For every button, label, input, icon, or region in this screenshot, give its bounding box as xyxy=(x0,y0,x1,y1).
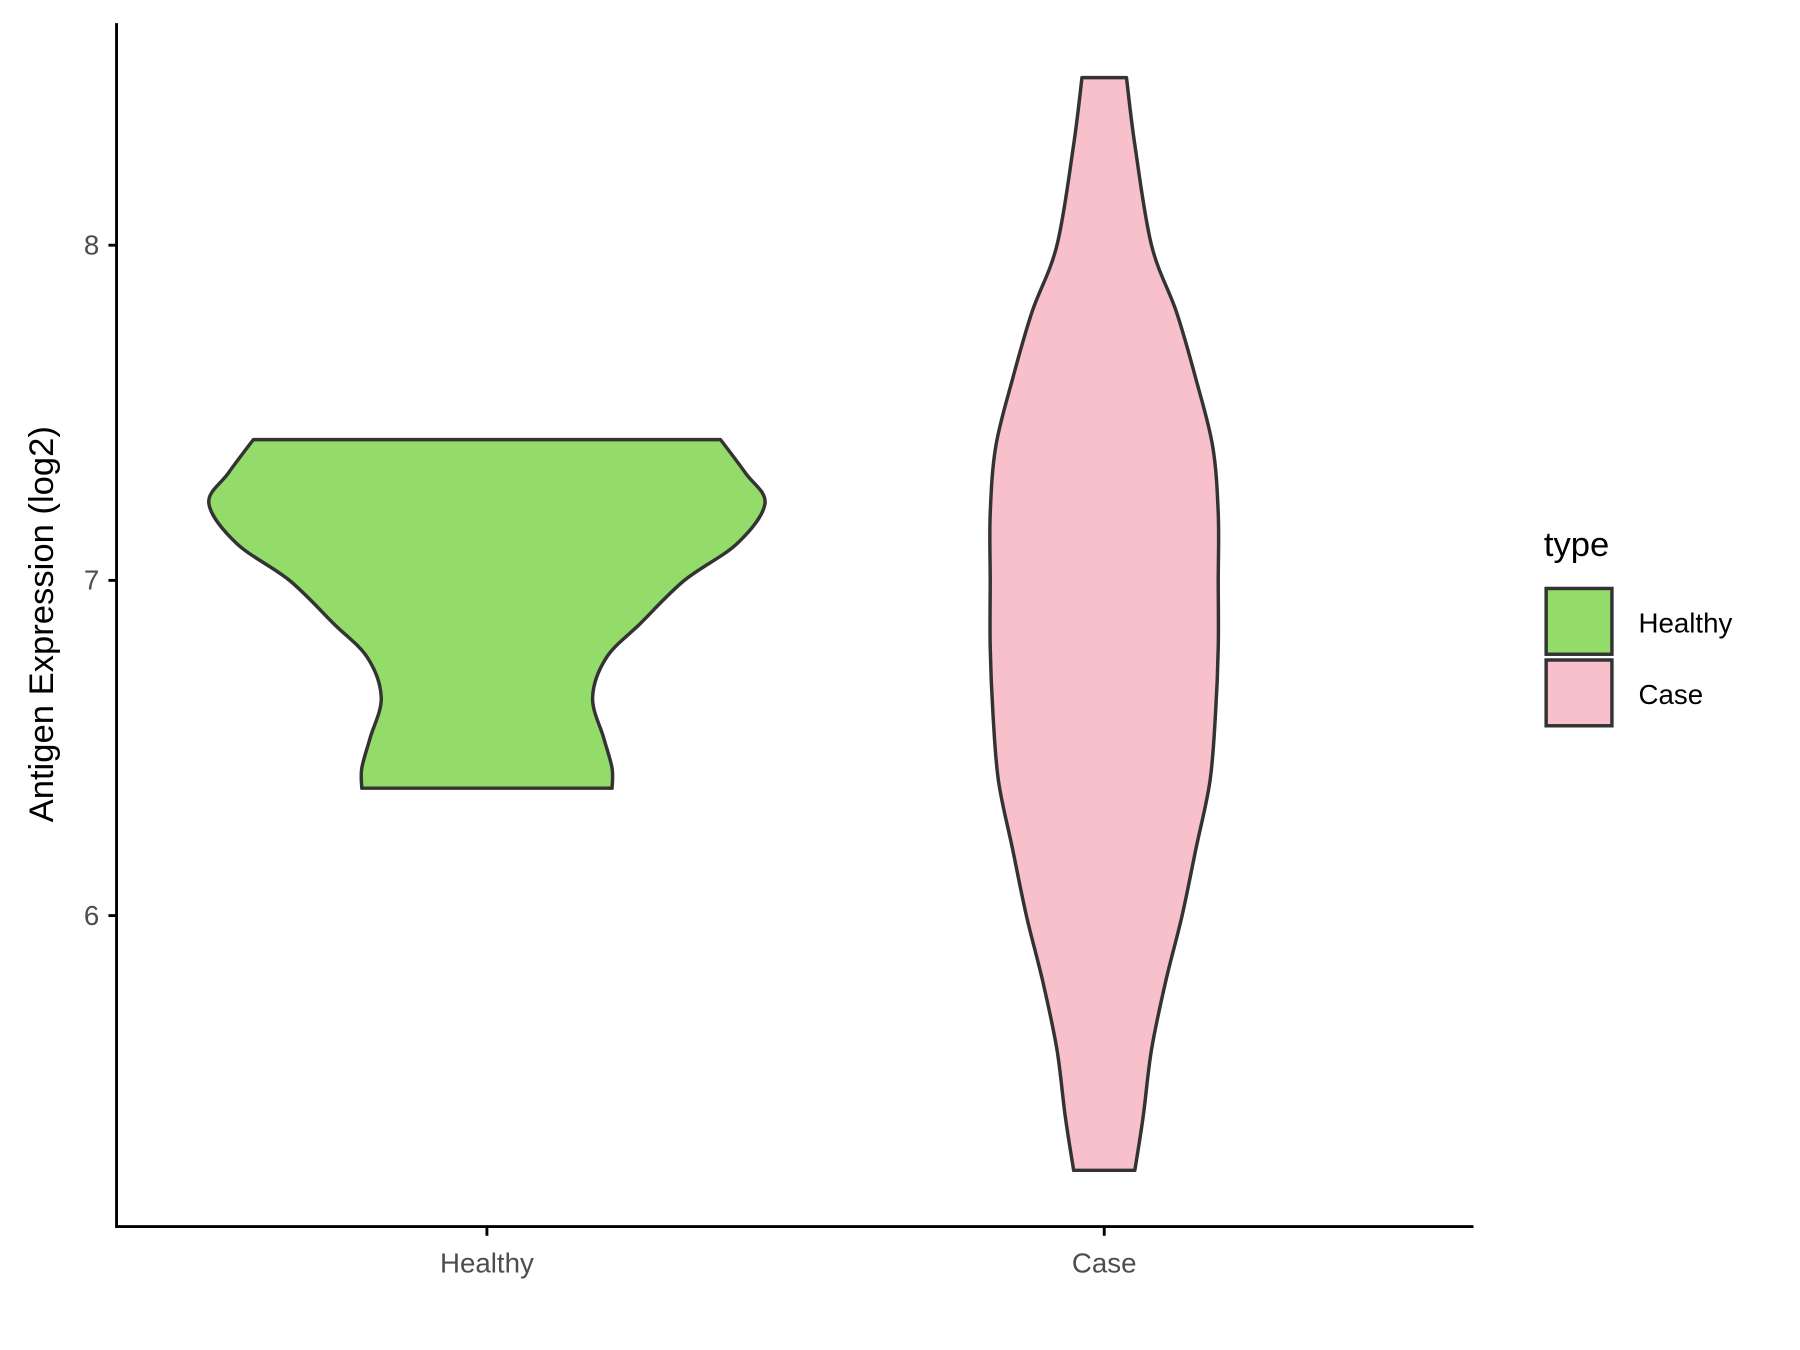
x-tick-label-healthy: Healthy xyxy=(440,1248,534,1279)
legend-label-case: Case xyxy=(1638,679,1703,710)
y-ticks: 6 7 8 xyxy=(84,229,117,931)
y-tick-label: 6 xyxy=(84,900,99,931)
legend: type Healthy Case xyxy=(1544,526,1732,728)
legend-key-case xyxy=(1544,658,1614,728)
legend-label-healthy: Healthy xyxy=(1638,607,1732,638)
y-axis-title: Antigen Expression (log2) xyxy=(23,426,61,822)
violin-case xyxy=(988,75,1221,1173)
x-ticks: Healthy Case xyxy=(440,1226,1137,1279)
x-tick-label-case: Case xyxy=(1072,1248,1137,1279)
y-tick-label: 7 xyxy=(84,565,99,596)
y-tick-label: 8 xyxy=(84,229,99,260)
violins xyxy=(207,75,1221,1173)
legend-key-healthy xyxy=(1544,586,1614,656)
violin-healthy xyxy=(207,437,767,790)
legend-title: type xyxy=(1544,526,1609,564)
